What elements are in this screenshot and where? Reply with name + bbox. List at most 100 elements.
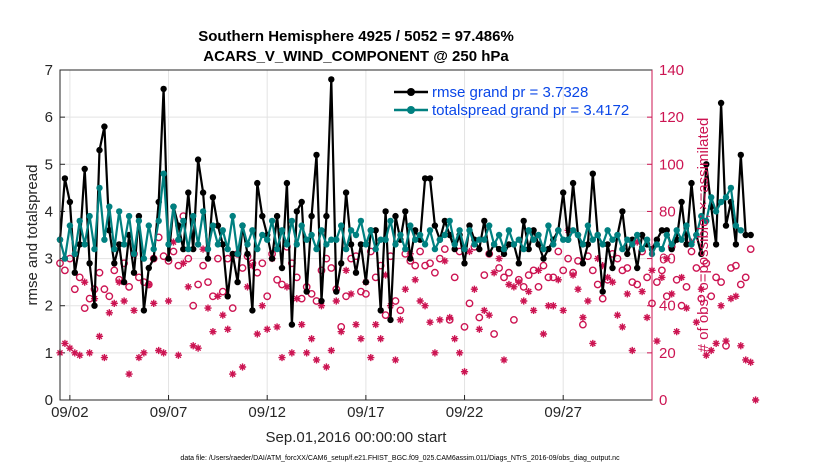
obs-assimilated-point [663, 254, 671, 263]
obs-possible-point [396, 306, 405, 315]
obs-possible-point [327, 264, 336, 272]
totalspread-point [584, 222, 592, 229]
series-obs-assimilated [56, 226, 760, 404]
totalspread-point [495, 231, 503, 239]
totalspread-point [116, 208, 123, 215]
obs-assimilated-point [692, 318, 700, 326]
rmse-point [579, 260, 587, 267]
x-axis-label: Sep.01,2016 00:00:00 start [266, 429, 448, 446]
obs-assimilated-point [678, 273, 686, 282]
y-tick-label: 5 [45, 156, 53, 173]
rmse-point [254, 179, 261, 187]
totalspread-point [727, 184, 735, 192]
totalspread-point [244, 241, 251, 248]
obs-assimilated-point [525, 287, 533, 296]
rmse-point [298, 198, 305, 206]
obs-possible-point [381, 311, 390, 319]
totalspread-point [407, 222, 414, 229]
rmse-point [219, 241, 226, 248]
rmse-point [308, 212, 315, 220]
obs-assimilated-point [150, 299, 158, 307]
obs-assimilated-point [66, 344, 74, 352]
obs-possible-point [687, 247, 696, 256]
obs-possible-point [579, 320, 587, 329]
totalspread-point [145, 222, 152, 229]
obs-possible-point [598, 294, 607, 303]
totalspread-point [293, 241, 300, 248]
totalspread-point [712, 208, 720, 215]
totalspread-point [402, 245, 409, 253]
x-tick-label: 09/22 [446, 404, 484, 421]
totalspread-point [525, 227, 532, 234]
x-tick-label: 09/12 [248, 404, 286, 421]
y-right-tick-label: 40 [659, 298, 676, 315]
x-tick-label: 09/07 [150, 404, 188, 421]
obs-possible-point [199, 261, 208, 270]
obs-assimilated-point [697, 285, 705, 293]
y-tick-label: 3 [45, 251, 53, 268]
obs-possible-point [712, 273, 720, 282]
obs-assimilated-point [248, 262, 256, 270]
totalspread-point [224, 245, 231, 253]
y-right-tick-label: 20 [659, 345, 676, 362]
obs-assimilated-point [125, 370, 133, 378]
totalspread-point [91, 245, 98, 253]
totalspread-point [397, 231, 404, 239]
totalspread-point [683, 222, 690, 229]
rmse-point [476, 245, 483, 253]
totalspread-point [688, 241, 695, 248]
totalspread-point [313, 245, 320, 253]
obs-assimilated-point [110, 299, 118, 307]
obs-possible-point [460, 322, 469, 331]
rmse-point [140, 307, 148, 314]
totalspread-point [125, 212, 133, 220]
obs-possible-point [741, 273, 750, 282]
obs-assimilated-point [61, 339, 69, 348]
rmse-point [663, 227, 670, 234]
totalspread-point [101, 236, 108, 243]
obs-assimilated-point [189, 342, 197, 350]
totalspread-point [194, 241, 202, 248]
rmse-point [259, 212, 266, 220]
totalspread-point [609, 236, 616, 243]
rmse-point [703, 161, 710, 168]
rmse-point [342, 189, 350, 196]
rmse-point [209, 194, 217, 201]
obs-assimilated-point [160, 349, 168, 357]
totalspread-point [342, 245, 350, 253]
obs-assimilated-point [411, 276, 419, 284]
rmse-point [431, 222, 439, 229]
rmse-point [347, 241, 355, 248]
totalspread-point [412, 236, 419, 243]
obs-assimilated-point [308, 335, 316, 343]
totalspread-point [555, 227, 562, 234]
totalspread-point [185, 245, 192, 253]
obs-assimilated-point [584, 297, 592, 305]
rmse-point [589, 170, 596, 177]
obs-possible-point [732, 261, 740, 270]
totalspread-point [505, 227, 513, 234]
obs-assimilated-point [327, 346, 335, 355]
rmse-point [362, 278, 370, 286]
obs-possible-point [416, 247, 424, 256]
obs-assimilated-point [594, 254, 602, 263]
totalspread-point [249, 227, 256, 234]
rmse-point [278, 264, 286, 272]
x-tick-label: 09/27 [544, 404, 582, 421]
obs-assimilated-point [105, 309, 113, 317]
obs-possible-point [524, 271, 533, 279]
rmse-point [624, 250, 631, 258]
totalspread-point [318, 227, 325, 234]
totalspread-point [338, 222, 345, 229]
obs-assimilated-point [164, 297, 173, 305]
y-tick-label: 1 [45, 345, 53, 362]
rmse-point [145, 264, 152, 272]
obs-assimilated-point [722, 337, 730, 345]
obs-assimilated-point [303, 349, 311, 357]
series-totalspread [56, 170, 744, 262]
obs-assimilated-point [130, 306, 138, 315]
totalspread-point [86, 212, 93, 220]
totalspread-point [387, 217, 394, 225]
rmse-point [81, 165, 88, 173]
obs-assimilated-point [717, 302, 725, 310]
